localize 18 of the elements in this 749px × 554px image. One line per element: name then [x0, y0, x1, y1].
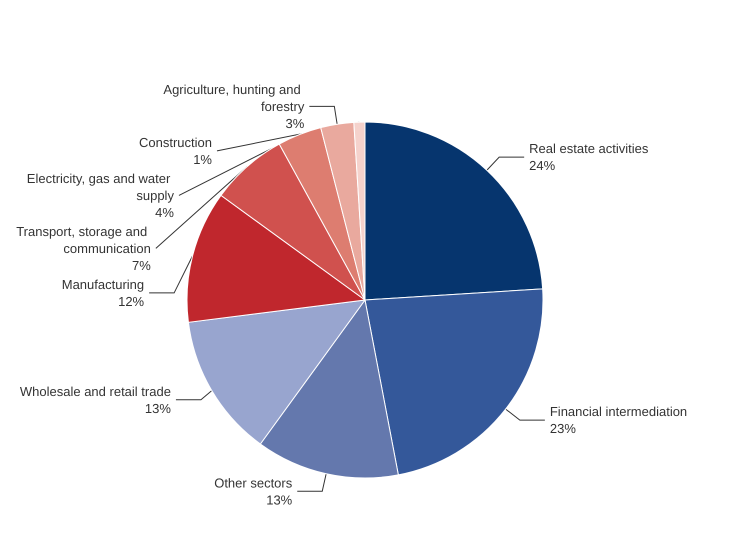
slice-label: Transport, storage and communication — [16, 224, 151, 256]
data-label: 13% — [266, 492, 293, 508]
slice-label: Agriculture, hunting and forestry — [163, 82, 305, 114]
data-label: 7% — [132, 258, 152, 273]
slice-label: Wholesale and retail trade — [20, 384, 171, 399]
slice-label: Other sectors — [214, 475, 293, 490]
data-label: 23% — [550, 421, 576, 436]
data-label: 13% — [144, 400, 172, 416]
data-label: 4% — [155, 204, 174, 220]
slice-label: Construction — [139, 134, 212, 150]
data-label: 1% — [193, 152, 212, 167]
slice-label: Financial intermediation — [550, 404, 688, 420]
data-label: 3% — [286, 116, 305, 131]
data-label: 12% — [118, 294, 145, 309]
data-label: 24% — [529, 158, 556, 174]
slice-label: Real estate activities — [529, 141, 649, 156]
slice-label: Manufacturing — [62, 276, 144, 292]
slice-label: Electricity, gas and water supply — [26, 170, 174, 203]
